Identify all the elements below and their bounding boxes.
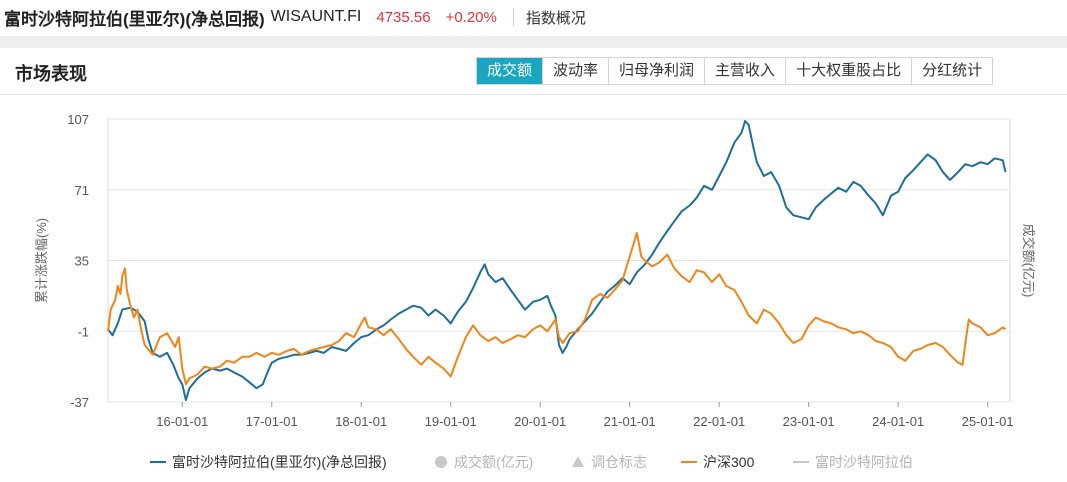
index-price: 4735.56 [376, 8, 431, 26]
x-tick-label: 18-01-01 [335, 414, 387, 429]
y-axis-title: 累计涨跌幅(%) [34, 218, 49, 303]
x-tick-label: 21-01-01 [604, 414, 656, 429]
x-tick-label: 23-01-01 [783, 414, 835, 429]
tab-net-profit[interactable]: 归母净利润 [608, 58, 704, 84]
y-tick-label: -37 [70, 395, 89, 410]
series-line-csi300 [107, 232, 1007, 386]
legend-turnover-marker [435, 456, 447, 468]
legend-rebalance-flag-marker [572, 456, 584, 467]
legend-ftse-saudi[interactable]: 富时沙特阿拉伯 [815, 454, 913, 470]
legend-csi300[interactable]: 沪深300 [703, 454, 755, 470]
legend-turnover[interactable]: 成交额(亿元) [454, 454, 533, 470]
section-title: 市场表现 [15, 64, 87, 84]
x-tick-label: 17-01-01 [246, 414, 298, 429]
series-line-ftse-saudi-ntr [107, 120, 1007, 401]
x-tick-label: 24-01-01 [872, 414, 924, 429]
performance-chart: 107 71 35 -1 -37 16-01-01 17-01-01 18-01-01 19-0… [34, 112, 1036, 470]
legend-rebalance-flag[interactable]: 调仓标志 [591, 454, 647, 470]
y-tick-label: -1 [77, 324, 89, 339]
index-overview-link[interactable]: 指数概况 [525, 9, 586, 27]
x-tick-label: 19-01-01 [425, 414, 477, 429]
tab-dividend-stats[interactable]: 分红统计 [911, 58, 992, 84]
header-separator [512, 8, 514, 26]
y-tick-label: 107 [67, 112, 89, 127]
index-change: +0.20% [445, 8, 497, 26]
index-header: 富时沙特阿拉伯(里亚尔)(净总回报) WISAUNT.FI 4735.56 +0… [0, 0, 1067, 34]
tab-turnover[interactable]: 成交额 [477, 58, 543, 84]
tab-volatility[interactable]: 波动率 [542, 58, 608, 84]
header-rule [0, 94, 1067, 95]
x-tick-label: 16-01-01 [156, 414, 208, 429]
index-code: WISAUNT.FI [270, 8, 362, 25]
y2-axis-title: 成交额(亿元) [1021, 224, 1036, 298]
tab-top10-weight[interactable]: 十大权重股占比 [785, 58, 911, 84]
tab-revenue[interactable]: 主营收入 [704, 58, 785, 84]
x-tick-label: 20-01-01 [514, 414, 566, 429]
x-tick-label: 22-01-01 [693, 414, 745, 429]
y-tick-label: 35 [75, 254, 89, 269]
index-name: 富时沙特阿拉伯(里亚尔)(净总回报) [4, 9, 265, 29]
metric-tabs: 成交额 波动率 归母净利润 主营收入 十大权重股占比 分红统计 [476, 57, 994, 85]
legend-ftse-saudi-ntr[interactable]: 富时沙特阿拉伯(里亚尔)(净总回报) [172, 454, 387, 470]
section-divider [0, 36, 1067, 48]
y-tick-label: 71 [75, 183, 89, 198]
x-tick-label: 25-01-01 [962, 414, 1014, 429]
